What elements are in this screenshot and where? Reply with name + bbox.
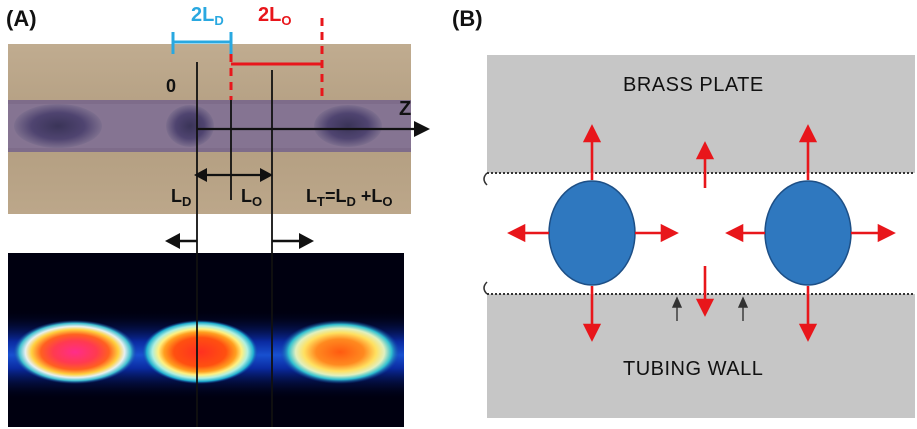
label-ld: LD bbox=[171, 186, 192, 209]
panel-b-label: (B) bbox=[452, 6, 483, 31]
droplet-photo-1 bbox=[14, 104, 102, 148]
bracket-2ld bbox=[171, 32, 233, 54]
panel-a-label: (A) bbox=[6, 6, 37, 31]
label-lo: LO bbox=[241, 186, 263, 209]
lengths-arrows bbox=[194, 168, 273, 182]
label-z-axis: Z bbox=[399, 98, 412, 120]
droplet-right bbox=[764, 180, 852, 286]
z-axis-arrow bbox=[197, 121, 430, 137]
label-lt-equation: LT=LD +LO bbox=[306, 186, 393, 209]
heat-droplet-3 bbox=[280, 320, 400, 384]
tubing-wall-caption: TUBING WALL bbox=[623, 358, 764, 380]
small-wall-arrows bbox=[671, 296, 749, 321]
heat-droplet-1 bbox=[13, 320, 137, 384]
heat-droplet-2 bbox=[142, 320, 258, 384]
fluorescence-image bbox=[8, 253, 404, 427]
panel-b-schematic bbox=[483, 55, 915, 418]
droplet-photo-3 bbox=[314, 105, 382, 147]
label-origin-zero: 0 bbox=[166, 76, 177, 96]
droplet-left bbox=[548, 180, 636, 286]
label-2ld: 2LD bbox=[191, 4, 224, 28]
bracket-2lo bbox=[229, 18, 324, 100]
force-arrows bbox=[507, 124, 896, 342]
label-2lo: 2LO bbox=[258, 4, 292, 28]
separation-arrows bbox=[165, 233, 314, 249]
droplet-photo-2 bbox=[166, 105, 214, 147]
brass-plate-caption: BRASS PLATE bbox=[623, 74, 764, 96]
